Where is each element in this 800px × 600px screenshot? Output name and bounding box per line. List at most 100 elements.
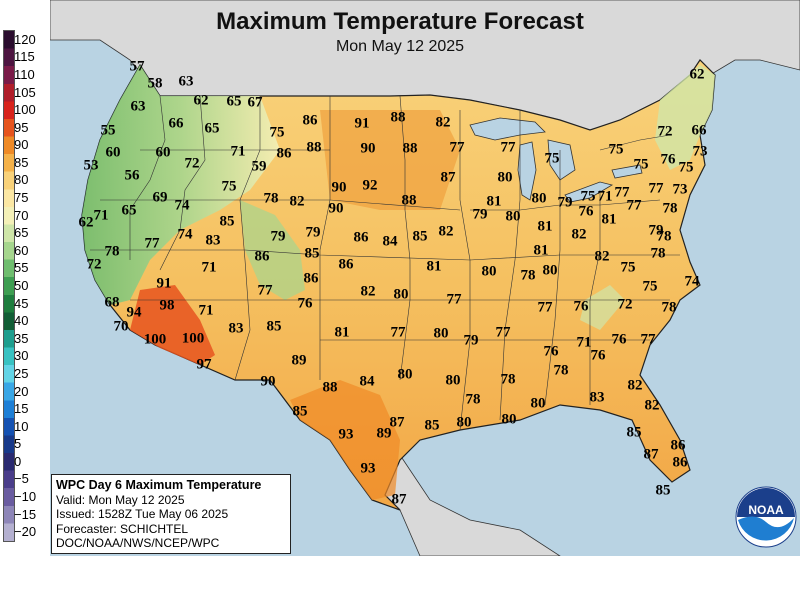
temperature-value: 72 [617,296,633,313]
temperature-value: 71 [576,334,592,351]
temperature-value: 71 [201,259,217,276]
temperature-value: 76 [611,331,627,348]
temperature-value: 78 [500,371,516,388]
temperature-value: 70 [113,318,129,335]
temperature-value: 75 [642,278,658,295]
temperature-value: 60 [155,144,171,161]
temperature-value: 77 [648,180,664,197]
state-boundaries [90,95,680,431]
temperature-value: 86 [276,145,292,162]
temperature-value: 80 [397,366,413,383]
noaa-logo-text: NOAA [748,503,784,517]
temperature-value: 72 [86,256,102,273]
page-title: Maximum Temperature Forecast [216,8,584,35]
temperature-value: 80 [505,208,521,225]
temperature-value: 82 [644,397,660,414]
temperature-value: 100 [143,331,167,348]
legend-label: 20 [14,383,29,399]
temperature-value: 74 [684,273,700,290]
legend-label: 0 [14,453,22,469]
temperature-value: 90 [260,373,276,390]
legend-label: 15 [14,401,29,417]
temperature-value: 59 [251,158,267,175]
noaa-logo-icon: NOAA [735,486,797,548]
legend-label: 90 [14,137,29,153]
temperature-value: 86 [670,437,686,454]
temperature-value: 84 [382,233,398,250]
temperature-value: 78 [656,228,672,245]
temperature-value: 80 [542,262,558,279]
temperature-value: 88 [401,192,417,209]
temperature-map [50,0,800,556]
temperature-value: 76 [590,347,606,364]
temperature-value: 80 [445,372,461,389]
temperature-value: 87 [391,491,407,508]
legend-label: 110 [14,66,35,82]
info-valid: Valid: Mon May 12 2025 [56,492,185,507]
temperature-value: 55 [100,122,116,139]
legend-label: 60 [14,242,29,258]
temperature-value: 76 [660,151,676,168]
temperature-value: 75 [544,150,560,167]
temperature-value: 75 [633,156,649,173]
temperature-value: 80 [501,411,517,428]
temperature-value: 86 [302,112,318,129]
temperature-value: 78 [465,391,481,408]
lake-ontario [611,164,643,179]
temperature-value: 57 [129,58,145,75]
temperature-value: 84 [359,373,375,390]
temperature-value: 82 [360,283,376,300]
temperature-value: 90 [331,179,347,196]
legend-label: 50 [14,278,29,293]
temperature-value: 79 [463,332,479,349]
temperature-value: 81 [533,242,549,259]
temperature-value: 78 [553,362,569,379]
temperature-value: 67 [247,94,263,111]
temperature-value: 90 [360,140,376,157]
temperature-value: 90 [328,200,344,217]
legend-label: 65 [14,225,29,241]
temperature-value: 74 [177,226,193,243]
legend-label: 85 [14,154,29,170]
temperature-value: 63 [178,73,194,90]
temperature-value: 65 [204,120,220,137]
temperature-value: 73 [672,181,688,198]
temperature-value: 78 [662,200,678,217]
info-heading: WPC Day 6 Maximum Temperature [56,478,262,492]
color-scale-bar [3,30,15,542]
temperature-value: 75 [221,178,237,195]
temperature-value: 85 [266,318,282,335]
temperature-value: 76 [543,343,559,360]
temperature-value: 92 [362,177,378,194]
temperature-value: 81 [486,193,502,210]
temperature-value: 81 [537,218,553,235]
temperature-value: 78 [104,243,120,260]
temperature-value: 77 [257,282,273,299]
forecast-info-box: WPC Day 6 Maximum Temperature Valid: Mon… [51,474,291,554]
legend-label: 105 [14,84,36,100]
temperature-value: 71 [597,188,613,205]
legend-label: 25 [14,365,29,381]
temperature-value: 74 [174,197,190,214]
temperature-value: 85 [655,482,671,499]
temperature-value: 79 [472,206,488,223]
temperature-value: 75 [620,259,636,276]
legend-label: 70 [14,207,29,223]
texas-warm [290,380,400,500]
map-area [50,0,800,556]
legend-label: 30 [14,348,29,364]
legend-label: −10 [14,489,37,505]
temperature-value: 89 [376,425,392,442]
temperature-value: 83 [589,389,605,406]
legend-label: 10 [14,418,29,434]
temperature-value: 79 [648,222,664,239]
temperature-value: 85 [219,213,235,230]
legend-label: 35 [14,330,29,346]
temperature-value: 77 [449,139,465,156]
temperature-value: 88 [306,139,322,156]
temperature-value: 66 [168,115,184,132]
lake-huron [547,139,576,181]
temperature-value: 79 [557,194,573,211]
temperature-value: 86 [254,248,270,265]
temperature-value: 78 [661,299,677,316]
